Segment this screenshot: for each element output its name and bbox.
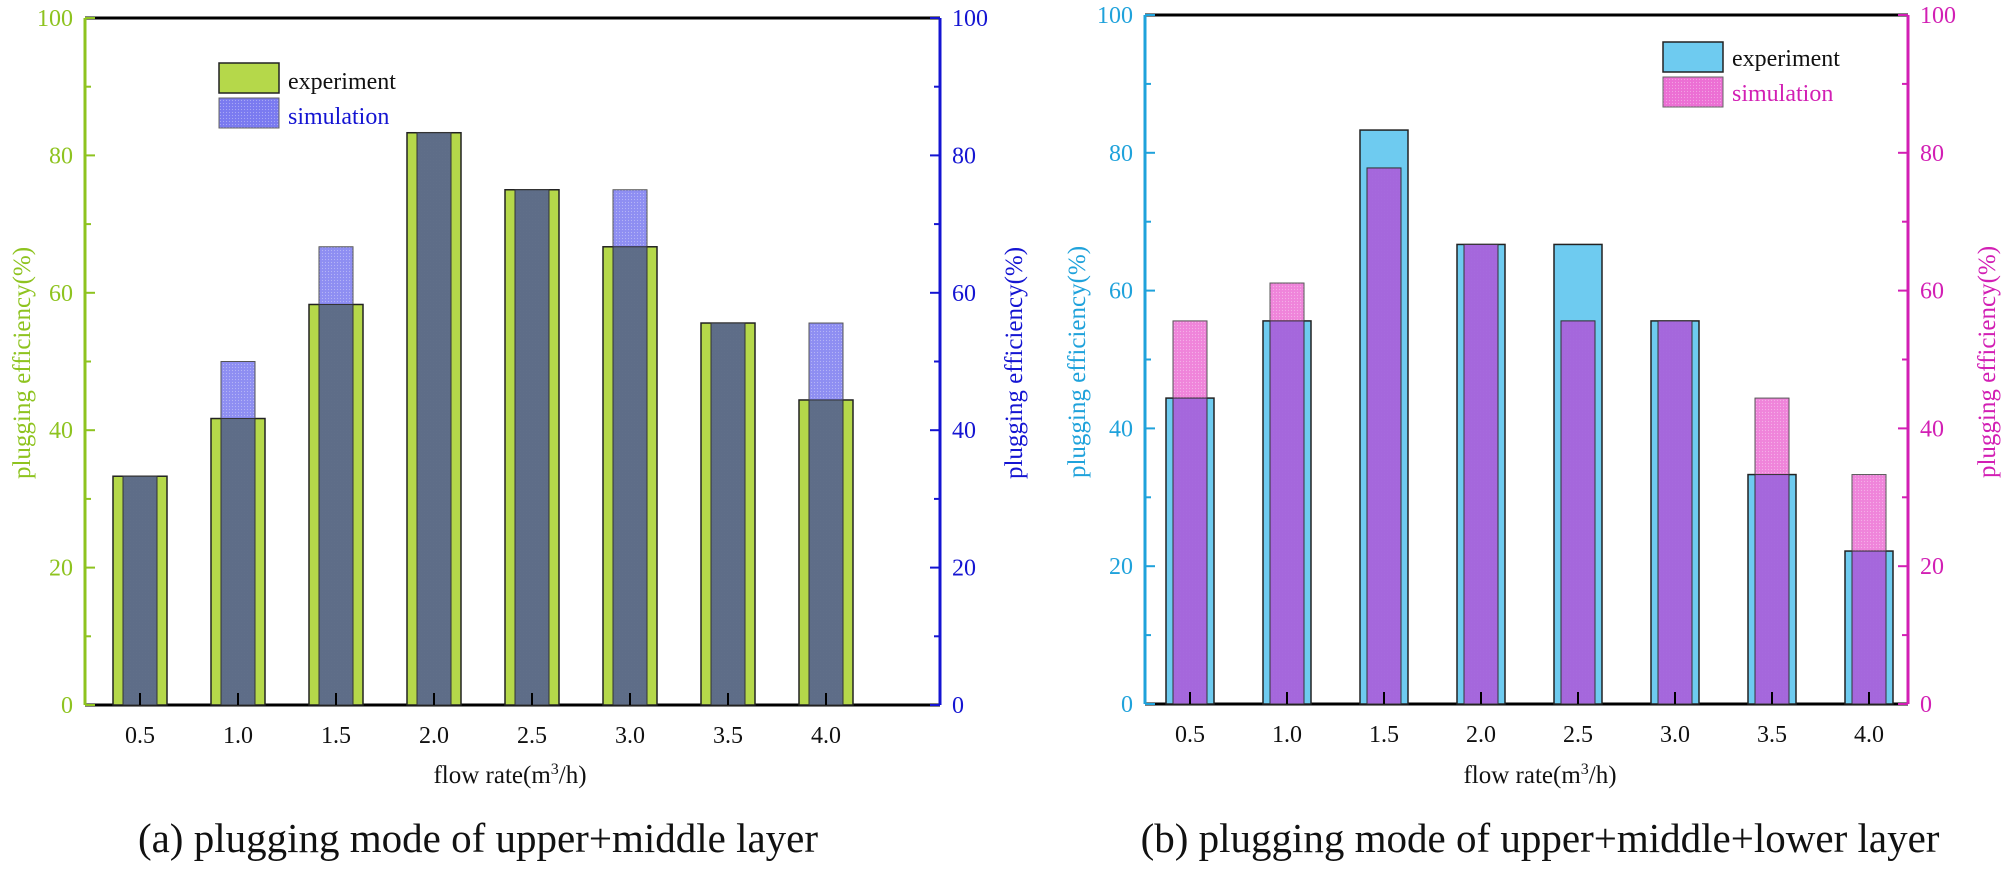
bar-overlap — [710, 322, 746, 706]
legend-label-simulation: simulation — [1732, 81, 1833, 107]
legend-swatch-experiment — [218, 62, 280, 94]
chart-a-xlabel: flow rate(m3/h) — [433, 761, 586, 789]
chart-a-ticks: 0 0 20 20 40 40 60 60 80 80 100 100 0.5 1.0 1.5 2.0 2.5 3… — [37, 6, 988, 749]
left-y-tick-label: 0 — [61, 693, 73, 719]
right-y-tick-label: 40 — [952, 418, 976, 444]
x-tick-label: 2.0 — [1466, 722, 1496, 748]
bar-overlap — [318, 303, 354, 706]
x-tick-label: 1.0 — [1272, 722, 1302, 748]
chart-b: 0 0 20 20 40 40 60 60 80 80 100 100 0.5 1.0 1.5 2.0 2.5 3… — [1064, 3, 2001, 861]
x-tick-label: 3.5 — [713, 723, 743, 749]
chart-b-ticks: 0 0 20 20 40 40 60 60 80 80 100 100 0.5 1.0 1.5 2.0 2.5 3… — [1097, 3, 1956, 748]
x-tick-label: 1.5 — [321, 723, 351, 749]
bar-overlap — [1172, 397, 1208, 705]
right-y-tick-label: 20 — [952, 556, 976, 582]
bar-overlap — [1560, 320, 1596, 705]
legend-label-simulation: simulation — [288, 104, 389, 130]
right-y-tick-label: 100 — [1920, 3, 1956, 29]
right-y-tick-label: 80 — [1920, 141, 1944, 167]
right-y-tick-label: 80 — [952, 143, 976, 169]
chart-b-xlabel: flow rate(m3/h) — [1463, 761, 1616, 789]
bar-overlap — [416, 132, 452, 706]
legend-swatch-simulation — [218, 97, 280, 129]
chart-a-bars — [112, 131, 854, 706]
x-tick-label: 2.0 — [419, 723, 449, 749]
chart-a-ylabel-left: plugging efficiency(%) — [9, 247, 36, 479]
chart-a: 0 0 20 20 40 40 60 60 80 80 100 100 0.5 1.0 1.5 2.0 2.5 3… — [9, 6, 1028, 861]
left-y-tick-label: 80 — [49, 143, 73, 169]
bar-overlap — [122, 475, 158, 706]
legend-swatch-experiment — [1662, 41, 1724, 73]
bar-overlap — [1366, 167, 1402, 705]
bar-overlap — [1851, 550, 1887, 705]
chart-a-ylabel-right: plugging efficiency(%) — [1001, 247, 1028, 479]
bar-overlap — [1754, 474, 1790, 705]
left-y-tick-label: 100 — [37, 6, 73, 32]
left-y-tick-label: 100 — [1097, 3, 1133, 29]
x-tick-label: 2.5 — [1563, 722, 1593, 748]
legend-swatch-simulation — [1662, 76, 1724, 108]
bar-overlap — [1657, 320, 1693, 705]
left-y-tick-label: 20 — [1109, 554, 1133, 580]
bar-overlap — [808, 399, 844, 706]
x-tick-label: 0.5 — [1175, 722, 1205, 748]
x-tick-label: 3.5 — [1757, 722, 1787, 748]
legend-label-experiment: experiment — [288, 69, 396, 95]
chart-b-bars — [1165, 129, 1894, 705]
left-y-tick-label: 60 — [1109, 279, 1133, 305]
bar-overlap — [514, 189, 550, 706]
right-y-tick-label: 100 — [952, 6, 988, 32]
right-y-tick-label: 60 — [1920, 279, 1944, 305]
x-tick-label: 4.0 — [1854, 722, 1884, 748]
bar-overlap — [1269, 320, 1305, 705]
chart-b-ylabel-left: plugging efficiency(%) — [1064, 246, 1091, 478]
right-y-tick-label: 20 — [1920, 554, 1944, 580]
chart-b-legend: experiment simulation — [1662, 41, 1840, 108]
chart-b-ylabel-right: plugging efficiency(%) — [1974, 246, 2001, 478]
chart-a-caption: (a) plugging mode of upper+middle layer — [138, 815, 818, 861]
legend-label-experiment: experiment — [1732, 46, 1840, 72]
x-tick-label: 1.5 — [1369, 722, 1399, 748]
chart-a-legend: experiment simulation — [218, 62, 396, 130]
left-y-tick-label: 60 — [49, 281, 73, 307]
x-tick-label: 4.0 — [811, 723, 841, 749]
left-y-tick-label: 80 — [1109, 141, 1133, 167]
x-tick-label: 0.5 — [125, 723, 155, 749]
x-tick-label: 1.0 — [223, 723, 253, 749]
right-y-tick-label: 0 — [952, 693, 964, 719]
bar-overlap — [220, 418, 256, 706]
bar-overlap — [612, 246, 648, 706]
x-tick-label: 3.0 — [615, 723, 645, 749]
x-tick-label: 2.5 — [517, 723, 547, 749]
left-y-tick-label: 40 — [49, 418, 73, 444]
chart-b-caption: (b) plugging mode of upper+middle+lower … — [1141, 815, 1940, 861]
right-y-tick-label: 40 — [1920, 416, 1944, 442]
x-tick-label: 3.0 — [1660, 722, 1690, 748]
left-y-tick-label: 20 — [49, 556, 73, 582]
bar-overlap — [1463, 243, 1499, 705]
left-y-tick-label: 0 — [1121, 692, 1133, 718]
right-y-tick-label: 0 — [1920, 692, 1932, 718]
right-y-tick-label: 60 — [952, 281, 976, 307]
left-y-tick-label: 40 — [1109, 416, 1133, 442]
